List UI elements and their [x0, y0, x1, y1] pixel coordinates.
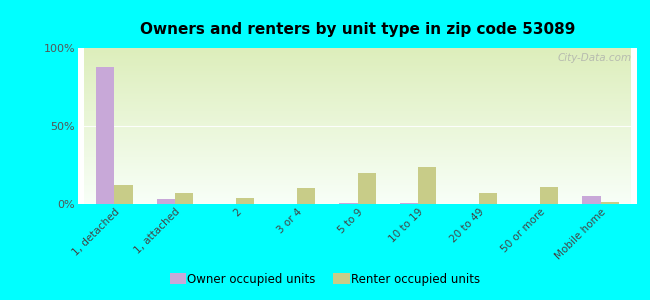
- Bar: [400, 203, 418, 204]
- Title: Owners and renters by unit type in zip code 53089: Owners and renters by unit type in zip c…: [140, 22, 575, 37]
- Bar: [418, 167, 437, 204]
- Bar: [297, 188, 315, 204]
- Bar: [157, 199, 176, 204]
- Bar: [358, 173, 376, 204]
- Bar: [582, 196, 601, 204]
- Bar: [176, 193, 194, 204]
- Bar: [96, 67, 114, 204]
- Bar: [114, 185, 133, 204]
- Bar: [540, 187, 558, 204]
- Bar: [601, 202, 619, 204]
- Bar: [339, 203, 358, 204]
- Legend: Owner occupied units, Renter occupied units: Owner occupied units, Renter occupied un…: [165, 269, 485, 291]
- Bar: [479, 193, 497, 204]
- Text: City-Data.com: City-Data.com: [557, 53, 631, 63]
- Bar: [236, 198, 254, 204]
